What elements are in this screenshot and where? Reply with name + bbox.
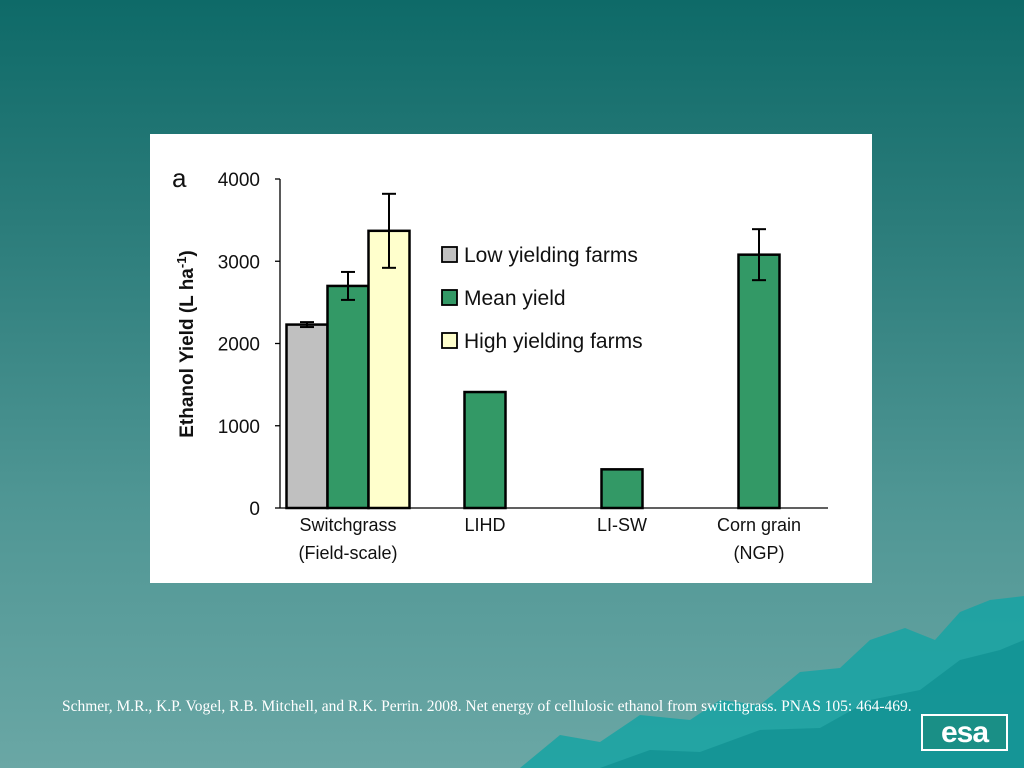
y-tick-label-4000: 4000 — [218, 170, 260, 191]
bar-1 — [326, 284, 370, 510]
bar-3 — [463, 390, 507, 510]
legend-swatch-mean — [441, 289, 458, 306]
citation: Schmer, M.R., K.P. Vogel, R.B. Mitchell,… — [62, 698, 912, 715]
legend-label-mean: Mean yield — [464, 287, 566, 310]
bar-0 — [285, 323, 329, 510]
svg-text:Ethanol Yield (L ha-1): Ethanol Yield (L ha-1) — [174, 250, 198, 438]
bar-2 — [367, 229, 411, 510]
y-tick-label-2000: 2000 — [218, 335, 260, 356]
y-axis-label-sup: -1 — [174, 257, 189, 269]
legend-label-high: High yielding farms — [464, 330, 643, 353]
x-tick-label-3: Corn grain — [717, 515, 801, 535]
x-tick-label-0: Switchgrass — [299, 515, 396, 535]
x-tick-sublabel-3: (NGP) — [734, 543, 785, 563]
bar-chart: a Ethanol Yield (L ha-1) Low yielding fa… — [172, 163, 828, 563]
bar-5 — [737, 253, 781, 510]
y-axis-title: Ethanol Yield (L ha-1) — [174, 250, 198, 438]
bar-4 — [600, 468, 644, 510]
legend-label-low: Low yielding farms — [464, 244, 638, 267]
esa-logo: esa — [921, 714, 1008, 751]
x-tick-label-1: LIHD — [464, 515, 505, 535]
x-tick-label-2: LI-SW — [597, 515, 647, 535]
x-tick-sublabel-0: (Field-scale) — [298, 543, 397, 563]
y-tick-label-0: 0 — [249, 499, 260, 520]
panel-label: a — [172, 163, 187, 193]
y-axis-label: Ethanol Yield (L ha — [177, 268, 198, 438]
y-tick-label-3000: 3000 — [218, 252, 260, 273]
esa-logo-text: esa — [923, 716, 1006, 749]
y-axis-label-close: ) — [177, 250, 198, 256]
legend-swatch-high — [441, 332, 458, 349]
legend-swatch-low — [441, 246, 458, 263]
y-tick-label-1000: 1000 — [218, 417, 260, 438]
chart-panel: a Ethanol Yield (L ha-1) Low yielding fa… — [150, 134, 872, 583]
